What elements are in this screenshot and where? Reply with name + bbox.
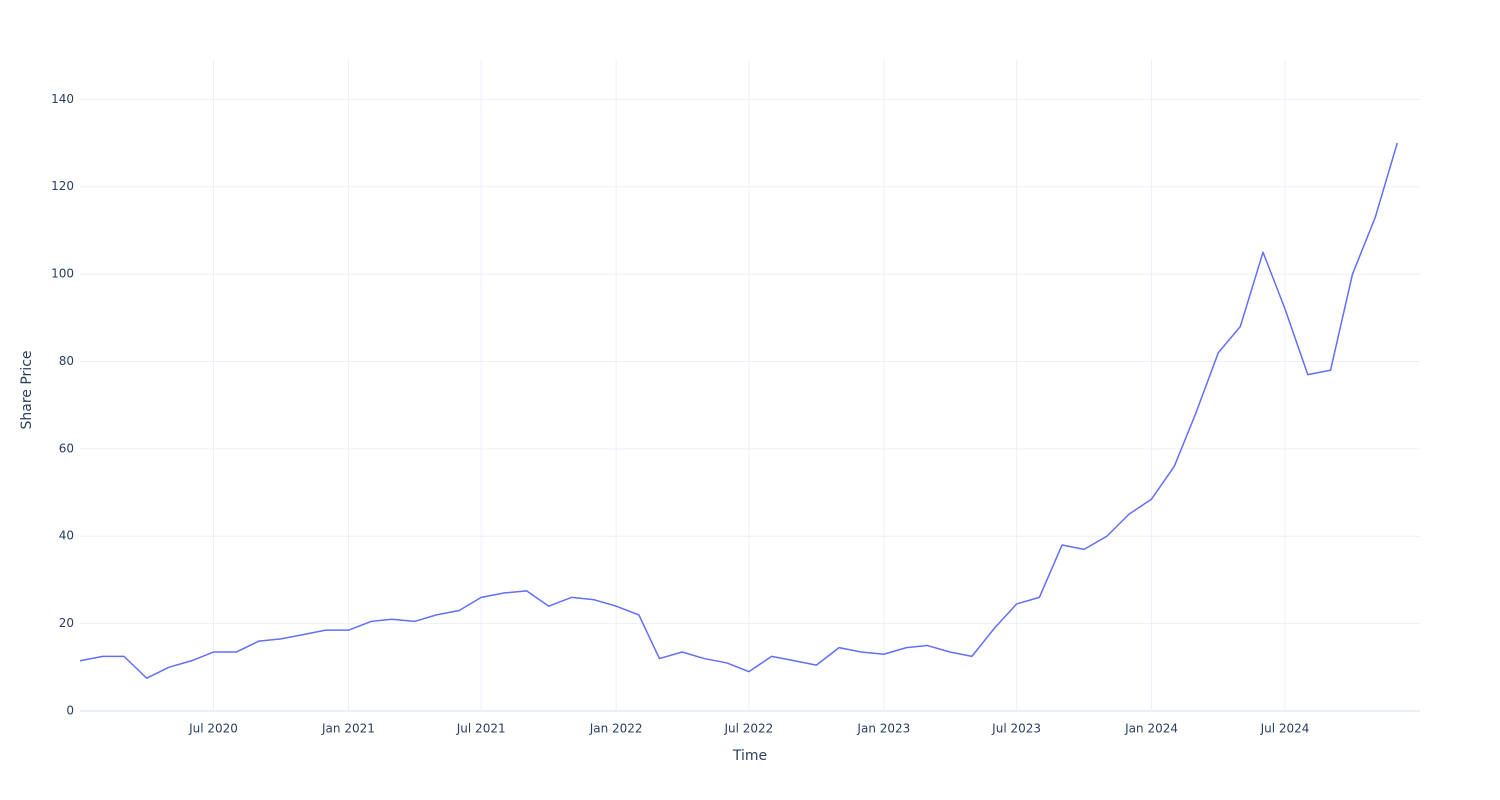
y-tick-label: 80 [59, 354, 74, 368]
x-tick-label: Jul 2020 [188, 722, 238, 736]
x-tick-label: Jul 2023 [991, 722, 1041, 736]
y-tick-label: 120 [51, 179, 74, 193]
y-tick-label: 60 [59, 441, 74, 455]
x-tick-label: Jul 2021 [456, 722, 506, 736]
x-tick-label: Jul 2022 [723, 722, 773, 736]
y-tick-label: 100 [51, 267, 74, 281]
y-tick-label: 140 [51, 92, 74, 106]
x-tick-label: Jan 2024 [1124, 722, 1178, 736]
price-line [79, 142, 1398, 679]
y-tick-label: 0 [66, 704, 74, 718]
y-tick-label: 20 [59, 616, 74, 630]
x-axis-title: Time [732, 748, 767, 764]
y-tick-label: 40 [59, 529, 74, 543]
y-axis-title: Share Price [19, 350, 35, 429]
x-tick-label: Jan 2023 [856, 722, 910, 736]
x-tick-label: Jul 2024 [1260, 722, 1310, 736]
x-tick-label: Jan 2021 [321, 722, 375, 736]
x-tick-label: Jan 2022 [589, 722, 643, 736]
